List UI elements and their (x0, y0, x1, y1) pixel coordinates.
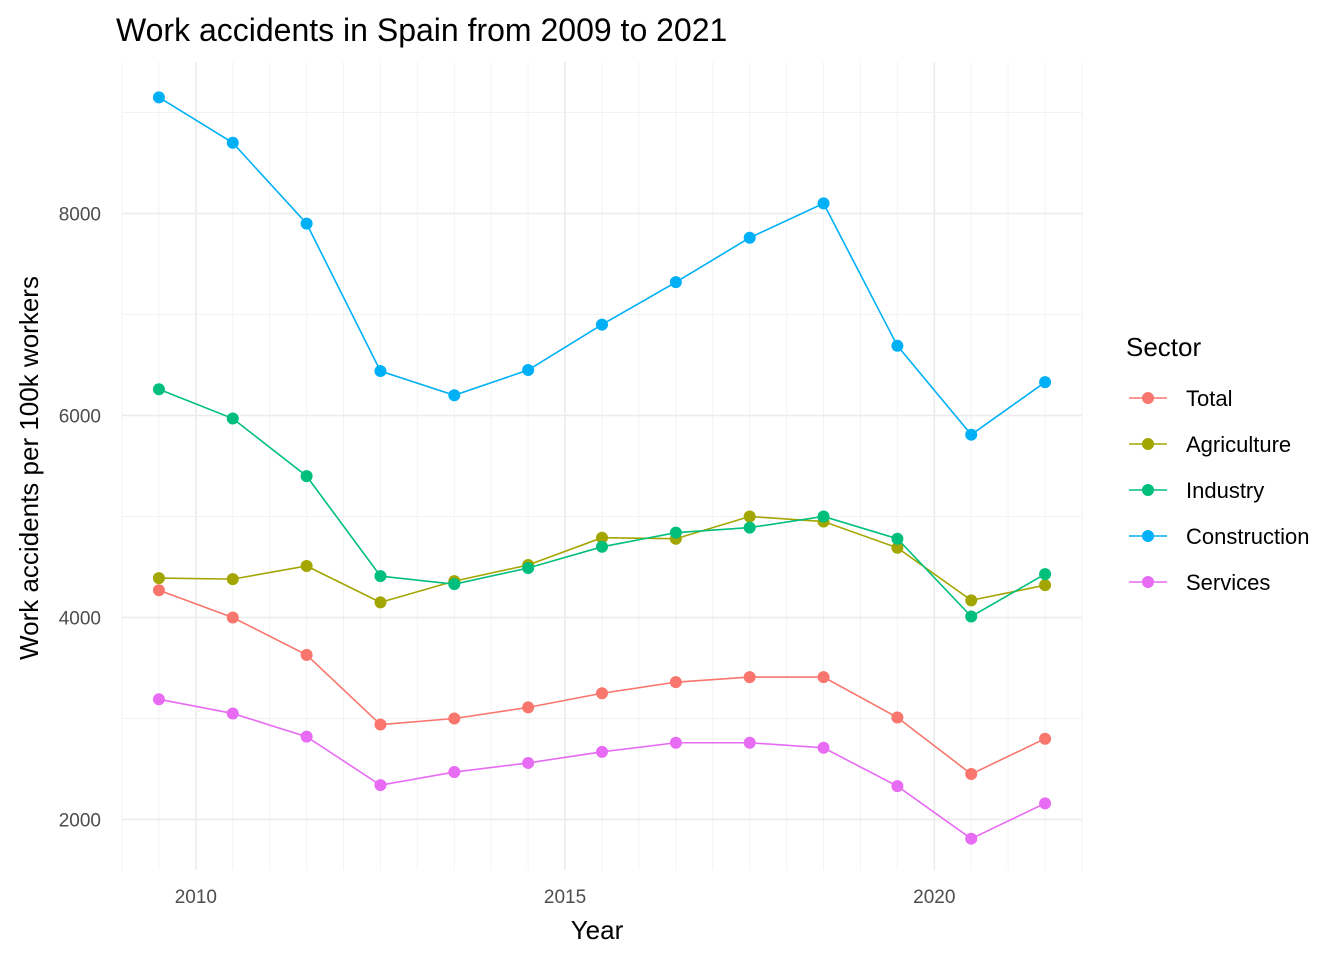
data-point-total (448, 712, 461, 725)
data-point-total (669, 676, 682, 689)
x-tick-label: 2020 (913, 887, 955, 908)
data-point-total (374, 718, 387, 731)
data-point-industry (374, 570, 387, 583)
legend-item-services: Services (1129, 570, 1270, 595)
data-point-services (1039, 797, 1052, 810)
series-industry (152, 383, 1052, 623)
data-point-services (522, 756, 535, 769)
data-point-services (374, 779, 387, 792)
data-point-agriculture (891, 541, 904, 554)
data-point-services (596, 745, 608, 758)
legend-label-total: Total (1186, 386, 1232, 411)
data-point-agriculture (965, 594, 978, 607)
chart-title: Work accidents in Spain from 2009 to 202… (116, 12, 727, 48)
data-point-total (891, 711, 904, 724)
data-point-industry (226, 412, 239, 425)
series-construction (152, 91, 1052, 441)
data-point-construction (374, 365, 387, 378)
y-axis-title: Work accidents per 100k workers (14, 276, 44, 660)
data-point-agriculture (743, 510, 756, 523)
data-point-construction (522, 364, 535, 377)
data-point-agriculture (1039, 579, 1052, 592)
data-point-total (300, 648, 313, 661)
data-point-total (596, 687, 608, 700)
legend-key-point (1142, 484, 1154, 496)
x-axis-title: Year (571, 915, 624, 945)
grid (121, 62, 1083, 870)
legend-key-point (1142, 392, 1154, 404)
legend: Sector Total Agriculture Industry Construct… (1126, 332, 1310, 595)
data-point-industry (448, 578, 461, 591)
data-point-industry (669, 526, 682, 539)
legend-label-agriculture: Agriculture (1186, 432, 1291, 457)
data-point-services (669, 736, 682, 749)
data-point-services (152, 693, 165, 706)
data-point-construction (1039, 376, 1052, 389)
legend-item-construction: Construction (1129, 524, 1310, 549)
data-point-total (1039, 732, 1052, 745)
data-point-agriculture (152, 572, 165, 585)
legend-key-point (1142, 438, 1154, 450)
legend-title: Sector (1126, 332, 1201, 362)
data-point-industry (152, 383, 165, 396)
legend-key-point (1142, 530, 1154, 542)
tick-labels: 2010 2015 2020 2000 4000 6000 8000 (59, 205, 956, 909)
data-point-total (965, 768, 978, 781)
legend-item-industry: Industry (1129, 478, 1264, 503)
y-tick-label: 6000 (59, 407, 101, 428)
data-point-construction (448, 389, 461, 402)
data-point-industry (965, 610, 978, 623)
legend-label-industry: Industry (1186, 478, 1264, 503)
data-point-services (226, 707, 239, 720)
data-point-industry (743, 521, 756, 534)
legend-label-services: Services (1186, 570, 1270, 595)
data-point-services (817, 741, 830, 754)
data-point-construction (152, 91, 165, 104)
data-point-industry (817, 510, 830, 523)
series-services (152, 693, 1052, 845)
x-tick-label: 2015 (544, 887, 586, 908)
data-point-services (891, 780, 904, 793)
data-point-industry (1039, 568, 1052, 581)
y-tick-label: 2000 (59, 811, 101, 832)
data-point-total (743, 671, 756, 684)
data-point-construction (669, 276, 682, 289)
data-point-industry (522, 562, 535, 575)
data-point-services (965, 832, 978, 845)
data-point-industry (596, 540, 608, 553)
data-point-industry (300, 470, 313, 483)
legend-item-total: Total (1129, 386, 1232, 411)
series-layer (152, 91, 1052, 845)
data-point-agriculture (596, 531, 608, 544)
data-point-construction (743, 231, 756, 244)
data-point-total (522, 701, 535, 714)
data-point-agriculture (300, 559, 313, 572)
data-point-construction (891, 339, 904, 352)
data-point-construction (226, 136, 239, 149)
data-point-agriculture (374, 596, 387, 609)
y-tick-label: 8000 (59, 205, 101, 226)
data-point-services (743, 736, 756, 749)
data-point-construction (817, 197, 830, 210)
data-point-total (817, 671, 830, 684)
legend-key-point (1142, 576, 1154, 588)
x-tick-label: 2010 (175, 887, 217, 908)
data-point-total (152, 584, 165, 597)
data-point-agriculture (226, 573, 239, 586)
y-tick-label: 4000 (59, 609, 101, 630)
legend-label-construction: Construction (1186, 524, 1310, 549)
data-point-construction (965, 428, 978, 441)
data-point-services (448, 766, 461, 779)
data-point-construction (300, 217, 313, 230)
legend-item-agriculture: Agriculture (1129, 432, 1291, 457)
data-point-total (226, 611, 239, 624)
data-point-industry (891, 532, 904, 545)
data-point-services (300, 730, 313, 743)
series-total (152, 584, 1052, 781)
data-point-construction (596, 318, 608, 331)
